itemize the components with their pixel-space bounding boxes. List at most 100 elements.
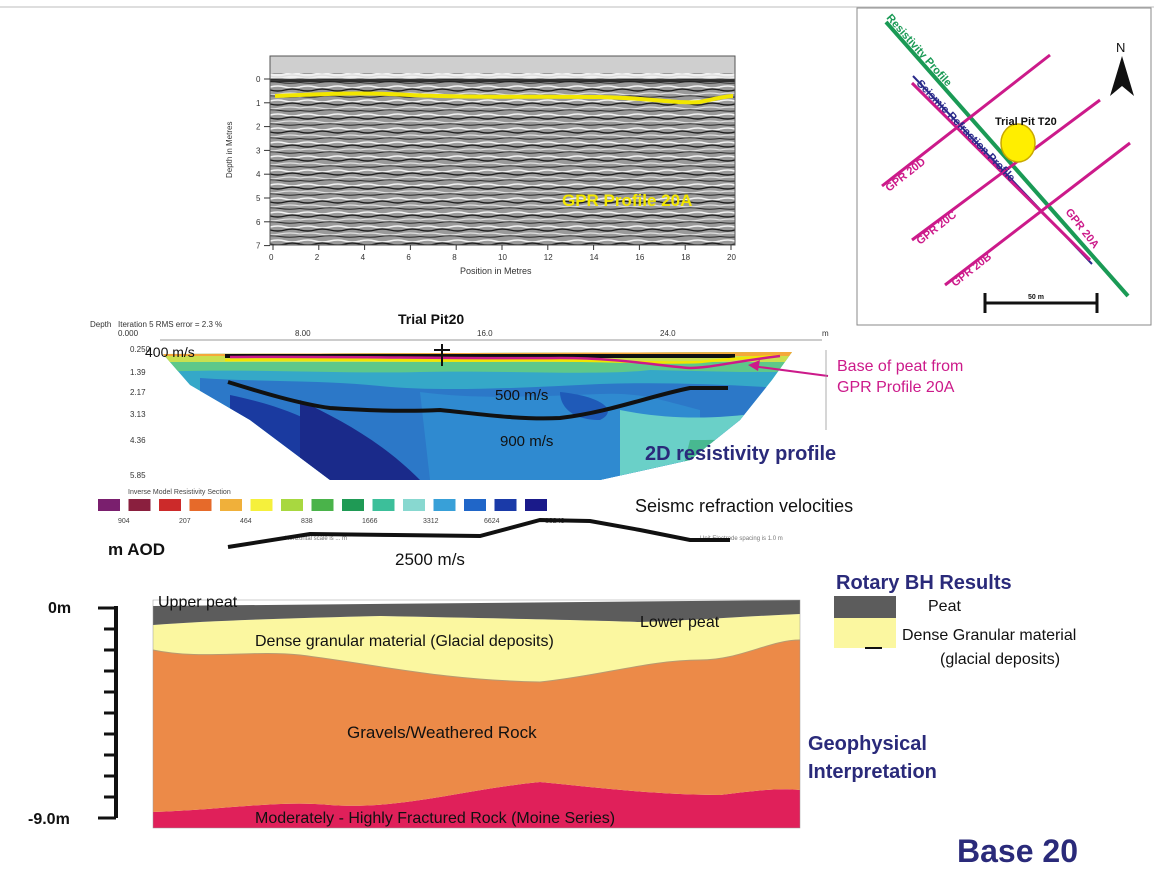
res-interface-500 [227,380,728,421]
gpr-profile: GPR Profile 20A Depth in Metres 01234567… [225,55,736,276]
res-legend-swatch [220,499,242,511]
aod-label: m AOD [108,540,165,559]
upper-peat-label: Upper peat [158,594,238,611]
res-x-ticks: 0.000 8.00 16.0 24.0 m [118,329,829,338]
res-legend-title: Inverse Model Resistivity Section [128,489,231,496]
res-legend-swatches [98,499,547,511]
res-x-tick-label: 0.000 [118,329,139,338]
gpr-x-tick-label: 16 [635,253,644,262]
res-x-tick-label: 24.0 [660,329,676,338]
res-legend-swatch [525,499,547,511]
layer-gravels [153,640,800,812]
res-legend-swatch [98,499,120,511]
gpr-y-tick-label: 4 [256,170,261,179]
gpr-x-tick-label: 12 [544,253,553,262]
rotary-peat-swatch [834,596,896,618]
north-arrow-icon [1110,56,1134,96]
res-depth-tick-label: 2.17 [130,388,146,397]
res-legend-swatch [494,499,517,511]
gpr-x-tick-label: 4 [361,253,366,262]
resistivity-line [884,20,1130,298]
rotary-title: Rotary BH Results [836,572,1012,594]
res-legend-swatch [250,499,273,511]
fractured-rock-label: Moderately - Highly Fractured Rock (Moin… [255,810,615,827]
res-velocity-400: 400 m/s [145,344,195,360]
res-depth-ticks: 0.250 1.39 2.17 3.13 4.36 5.85 [130,345,151,480]
gpr-radargram-header [270,56,735,73]
res-legend-values: 904 207 464 838 1666 3312 6624 13248 [118,518,565,525]
trial-pit-marker [1000,123,1036,163]
gpr-x-tick-label: 8 [452,253,457,262]
base-of-peat-label-2: GPR Profile 20A [837,379,955,396]
gravels-label: Gravels/Weathered Rock [347,723,537,742]
base-of-peat-arrow [751,365,829,377]
res-velocity-500: 500 m/s [495,387,548,404]
gpr-x-tick-label: 18 [681,253,690,262]
resistivity-profile: Depth Iteration 5 RMS error = 2.3 % Tria… [90,311,963,542]
gpr-y-tick-label: 1 [256,99,261,108]
res-legend-swatch [403,499,425,511]
base-of-peat-label-1: Base of peat from [837,358,963,375]
rotary-granular-label-2: (glacial deposits) [940,651,1060,668]
res-peat-base [224,354,781,364]
layer-peat [153,600,800,625]
gpr-y-tick-label: 6 [256,218,261,227]
gpr-x-axis-label: Position in Metres [460,266,532,276]
gpr-y-tick-label: 2 [256,123,261,132]
res-trial-pit-label: Trial Pit20 [398,311,464,327]
res-legend-value: 207 [179,518,191,525]
res-velocity-900: 900 m/s [500,433,553,450]
gpr-line-20a [910,81,1092,262]
res-electrode-spacing: Unit Electrode spacing is 1.0 m [700,536,783,542]
gpr-x-tick-label: 6 [406,253,411,262]
gpr-line-20b [944,141,1131,287]
gpr-line-20c [911,98,1101,242]
north-label: N [1116,40,1125,55]
res-legend-swatch [464,499,486,511]
gpr-y-tick-label: 7 [256,242,261,251]
res-trial-pit-marker [434,344,450,366]
res-depth-tick-label: 3.13 [130,410,146,419]
rotary-bh-legend: Rotary BH Results Peat Dense Granular ma… [834,572,1076,668]
trial-pit-label: Trial Pit T20 [995,116,1057,128]
map-scale-label: 50 m [1028,294,1044,301]
res-x-unit: m [822,329,829,338]
depth-scale-bottom: -9.0m [28,811,70,828]
res-legend-value: 1666 [362,518,378,525]
gpr-x-ticks: 0 2 4 6 8 10 12 14 16 18 20 [269,245,736,262]
res-x-tick-label: 16.0 [477,329,493,338]
seismic-title: Seismc refraction velocities [635,496,853,516]
rotary-granular-swatch [834,618,896,648]
seismic-section: Seismc refraction velocities 2500 m/s m … [108,496,853,569]
gpr-y-tick-label: 0 [256,75,261,84]
seismic-interface-2500 [227,517,730,549]
gpr-y-ticks: 0 1 2 3 4 5 6 7 [256,75,270,251]
gpr-x-tick-label: 20 [727,253,736,262]
gpr-title: GPR Profile 20A [562,191,692,210]
res-depth-label: Depth [90,320,111,329]
gpr-line-20d [881,53,1051,188]
res-iteration-text: Iteration 5 RMS error = 2.3 % [118,320,222,329]
depth-scale [98,606,118,820]
layer-fractured-rock [153,782,800,828]
res-depth-tick-label: 0.250 [130,345,151,354]
res-legend-swatch [342,499,364,511]
glacial-label: Dense granular material (Glacial deposit… [255,633,554,650]
interpretation-title-2: Interpretation [808,761,937,783]
res-legend-swatch [128,499,151,511]
res-profile-title: 2D resistivity profile [645,443,836,465]
gpr-x-tick-label: 2 [315,253,320,262]
gpr-y-tick-label: 3 [256,146,261,155]
res-legend-value: 838 [301,518,313,525]
interpretation-title-1: Geophysical [808,733,927,755]
gpr-radargram [270,73,735,245]
res-legend-swatch [281,499,303,511]
lower-peat-label: Lower peat [640,614,720,631]
res-legend-swatch [311,499,334,511]
site-map: Trial Pit T20 Resistivity Profile Seismi… [856,7,1152,326]
res-x-tick-label: 8.00 [295,329,311,338]
gpr-x-tick-label: 10 [498,253,507,262]
gpr-x-tick-label: 0 [269,253,274,262]
geophysical-interpretation: Upper peat Lower peat Dense granular mat… [28,594,937,829]
res-legend-value: 904 [118,518,130,525]
